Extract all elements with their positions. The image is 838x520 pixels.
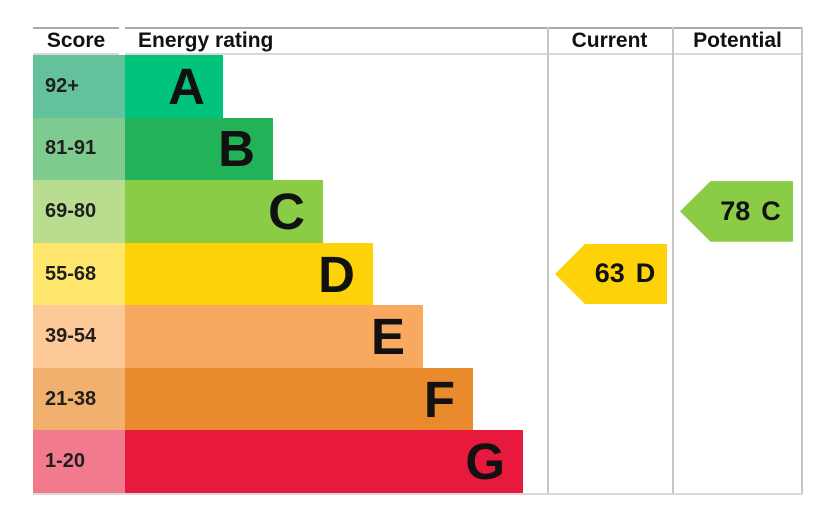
score-range-e: 39-54	[33, 305, 125, 368]
table-bottom-border	[33, 493, 803, 495]
current-rating-arrow: 63 D	[555, 243, 667, 305]
band-row-c: 69-80 C	[33, 180, 803, 243]
band-letter-c: C	[268, 182, 305, 240]
band-row-f: 21-38 F	[33, 367, 803, 431]
rating-bar-d: D	[125, 242, 373, 306]
band-letter-e: E	[370, 308, 405, 366]
band-rows: 92+ A 81-91 B 69-80 C 55-68 D 39-54 E 21-38 F 1-20 G	[33, 55, 803, 494]
band-letter-f: F	[423, 370, 455, 428]
epc-table: Score Energy rating Current Potential 92…	[33, 27, 803, 495]
score-range-a: 92+	[33, 55, 125, 118]
band-letter-d: D	[318, 245, 355, 303]
energy-rating-column-header: Energy rating	[125, 27, 547, 55]
band-row-g: 1-20 G	[33, 430, 803, 494]
current-column-header: Current	[547, 27, 672, 55]
current-column-left-border	[547, 27, 549, 495]
potential-rating-band: C	[761, 195, 781, 226]
band-row-b: 81-91 B	[33, 117, 803, 181]
band-row-e: 39-54 E	[33, 305, 803, 368]
score-column-header: Score	[33, 27, 119, 55]
rating-bar-a: A	[125, 55, 223, 118]
score-range-b: 81-91	[33, 117, 125, 181]
current-rating-value: 63	[594, 258, 625, 289]
table-header-row: Score Energy rating Current Potential	[33, 27, 803, 55]
rating-bar-g: G	[125, 430, 523, 494]
rating-bar-e: E	[125, 305, 423, 368]
potential-column-header: Potential	[672, 27, 803, 55]
band-row-a: 92+ A	[33, 55, 803, 118]
score-range-g: 1-20	[33, 430, 125, 494]
band-letter-b: B	[218, 120, 255, 178]
band-letter-a: A	[168, 57, 205, 115]
potential-rating-value: 78	[720, 195, 751, 226]
potential-column-left-border	[672, 27, 674, 495]
rating-bar-b: B	[125, 117, 273, 181]
rating-bar-f: F	[125, 367, 473, 431]
band-letter-g: G	[465, 433, 505, 491]
table-right-border	[801, 27, 803, 495]
potential-rating-arrow: 78 C	[680, 181, 793, 242]
band-row-d: 55-68 D	[33, 242, 803, 306]
score-range-f: 21-38	[33, 367, 125, 431]
score-range-c: 69-80	[33, 180, 125, 243]
score-range-d: 55-68	[33, 242, 125, 306]
rating-bar-c: C	[125, 180, 323, 243]
current-rating-band: D	[635, 258, 656, 289]
